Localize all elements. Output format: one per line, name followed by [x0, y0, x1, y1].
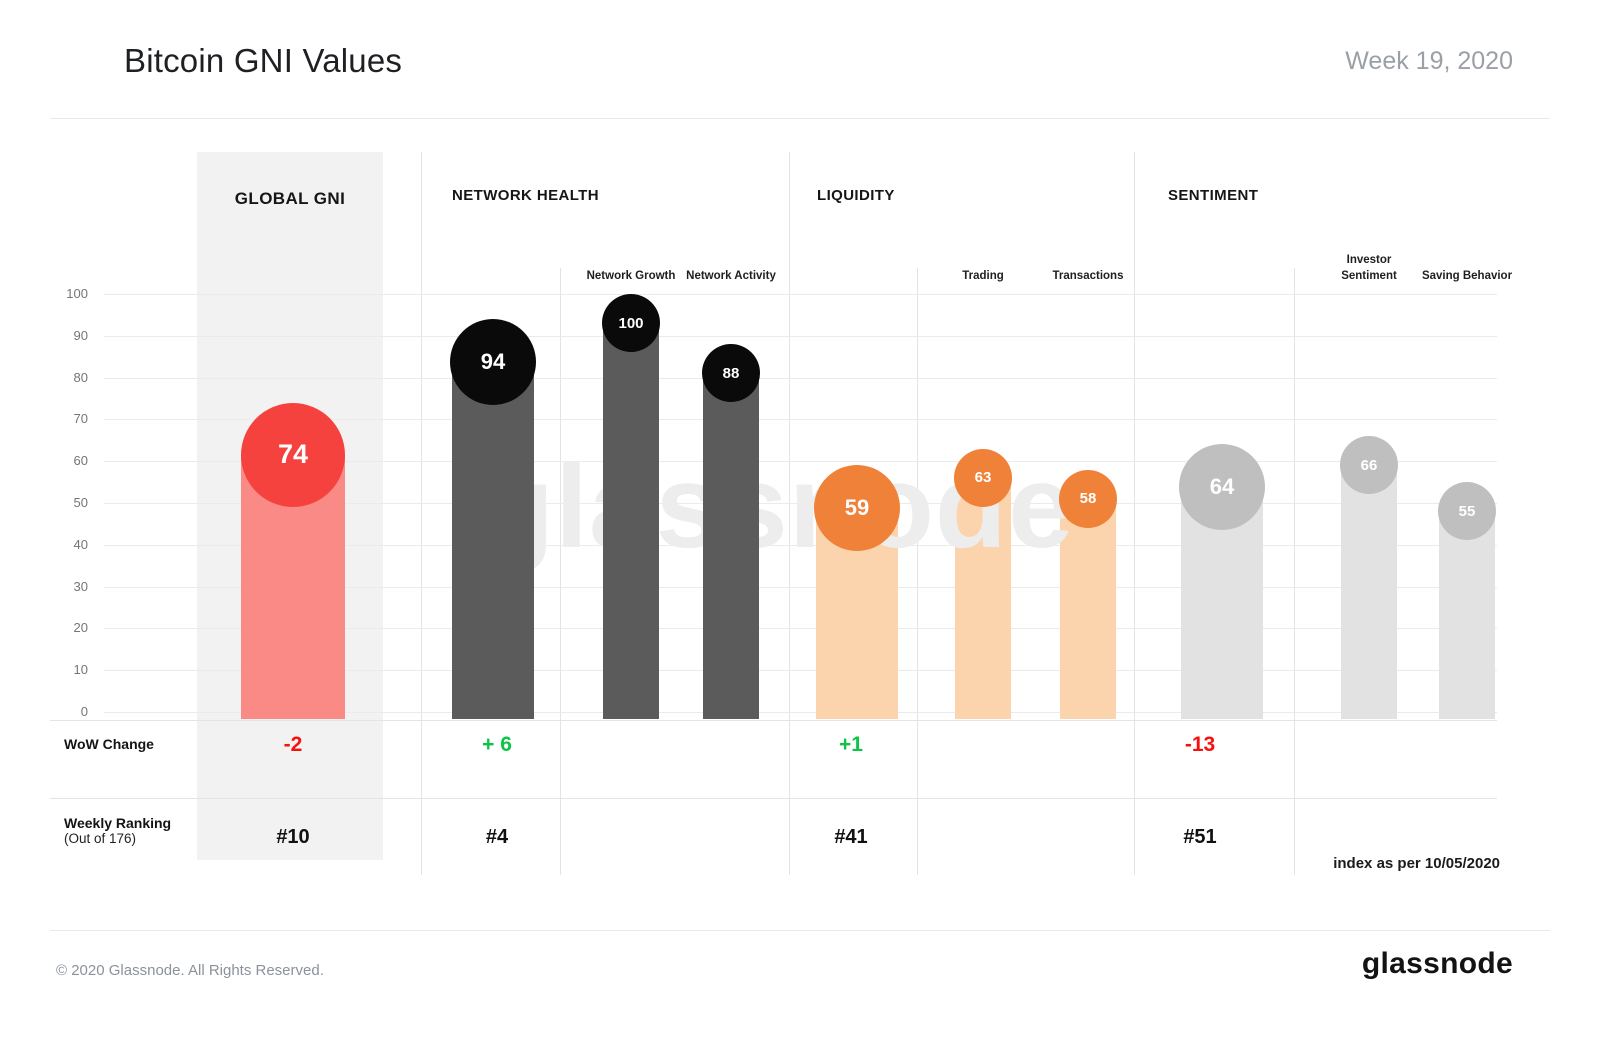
gridline	[104, 294, 1497, 295]
bar-label-text: Transactions	[1052, 270, 1124, 282]
gridline	[104, 461, 1497, 463]
gridline	[104, 586, 1497, 588]
y-axis-tick-label: 20	[73, 620, 88, 636]
bar-value-bubble: 64	[1179, 444, 1265, 531]
weekly-ranking-value: #4	[485, 826, 509, 848]
wow-change-value: -13	[1184, 733, 1216, 756]
bar-label-text: Trading	[962, 270, 1004, 282]
y-axis-tick-label: 90	[73, 327, 88, 343]
gridline	[104, 377, 1497, 379]
weekly-ranking-label-line1: Weekly Ranking	[64, 815, 172, 831]
section-divider	[1134, 152, 1135, 875]
footer-divider	[50, 930, 1550, 931]
y-axis-tick-label: 50	[73, 495, 88, 510]
gridline	[104, 544, 1497, 546]
index-date-note: index as per 10/05/2020	[1333, 855, 1500, 872]
bar-label: Network Activity	[671, 248, 791, 284]
bar	[1060, 498, 1116, 719]
bar-value-bubble: 58	[1059, 469, 1117, 528]
bitcoin-b-glyph: ₿	[63, 44, 91, 80]
bar-label: Transactions	[1028, 248, 1148, 284]
section-divider	[789, 152, 790, 875]
section-title-liquidity: LIQUIDITY	[817, 187, 895, 204]
bar	[603, 323, 659, 719]
bar-label-text: Saving Behavior	[1421, 270, 1513, 282]
glassnode-logo: glassnode	[1361, 947, 1513, 980]
section-divider	[421, 152, 422, 875]
bar	[1341, 465, 1397, 719]
bar-value-bubble: 63	[954, 448, 1012, 507]
weekly-ranking-value: #41	[834, 826, 868, 848]
y-axis-tick-label: 30	[73, 578, 88, 594]
wow-change-value: + 6	[482, 733, 512, 756]
bar-value-bubble: 88	[702, 344, 760, 403]
y-axis-tick-label: 70	[73, 411, 88, 427]
bar-value-bubble: 55	[1438, 482, 1496, 541]
subcolumn-divider	[560, 268, 561, 875]
bar	[703, 373, 759, 719]
bar	[452, 362, 534, 719]
header-divider	[50, 118, 1550, 119]
section-title-network-health: NETWORK HEALTH	[452, 187, 599, 204]
section-title-sentiment: SENTIMENT	[1168, 187, 1259, 204]
bar-label-text: Network Growth	[586, 270, 676, 282]
wow-change-value: +1	[839, 733, 863, 756]
bar-label: Investor Sentiment	[1309, 248, 1429, 284]
wow-change-row-label: WoW Change	[64, 736, 154, 752]
subcolumn-divider	[917, 268, 918, 875]
bar	[955, 477, 1011, 719]
section-title-global-gni: GLOBAL GNI	[234, 189, 346, 208]
weekly-ranking-label-line2: (Out of 176)	[64, 831, 137, 846]
page-title: Bitcoin GNI Values	[124, 42, 403, 79]
report-period: Week 19, 2020	[1345, 47, 1513, 75]
wow-change-value: -2	[283, 733, 303, 756]
gridline	[104, 628, 1497, 630]
weekly-ranking-value: #51	[1183, 826, 1217, 848]
bar	[1439, 511, 1495, 719]
y-axis-tick-label: 60	[73, 453, 88, 469]
row-divider	[50, 720, 1497, 721]
row-divider	[50, 798, 1497, 799]
bar-value-bubble: 59	[814, 465, 900, 552]
bar-value-bubble: 94	[450, 319, 536, 406]
weekly-ranking-value: #10	[276, 826, 310, 848]
subcolumn-divider	[1294, 268, 1295, 875]
y-axis-tick-label: 40	[73, 536, 88, 552]
bar-value-bubble: 66	[1340, 436, 1398, 495]
gridline	[104, 712, 1497, 713]
gridline	[104, 670, 1497, 672]
bitcoin-icon: ₿	[55, 40, 99, 84]
y-axis-tick-label: 80	[73, 369, 88, 385]
bar-value-bubble: 74	[241, 402, 345, 507]
gridline	[104, 335, 1497, 337]
bar-label: Trading	[923, 248, 1043, 284]
copyright-text: © 2020 Glassnode. All Rights Reserved.	[56, 962, 324, 979]
gridline	[104, 503, 1497, 504]
y-axis-tick-label: 0	[80, 704, 88, 719]
y-axis-tick-label: 10	[73, 662, 88, 678]
weekly-ranking-row-label: Weekly Ranking (Out of 176)	[64, 815, 171, 846]
bar-value-bubble: 100	[602, 294, 660, 352]
y-axis-tick-label: 100	[66, 286, 88, 301]
bar-label: Network Growth	[571, 248, 691, 284]
bar-label-text: Network Activity	[686, 270, 776, 282]
bar-label-text: Investor Sentiment	[1341, 254, 1397, 282]
bar-label: Saving Behavior	[1407, 248, 1527, 284]
gridline	[104, 419, 1497, 421]
